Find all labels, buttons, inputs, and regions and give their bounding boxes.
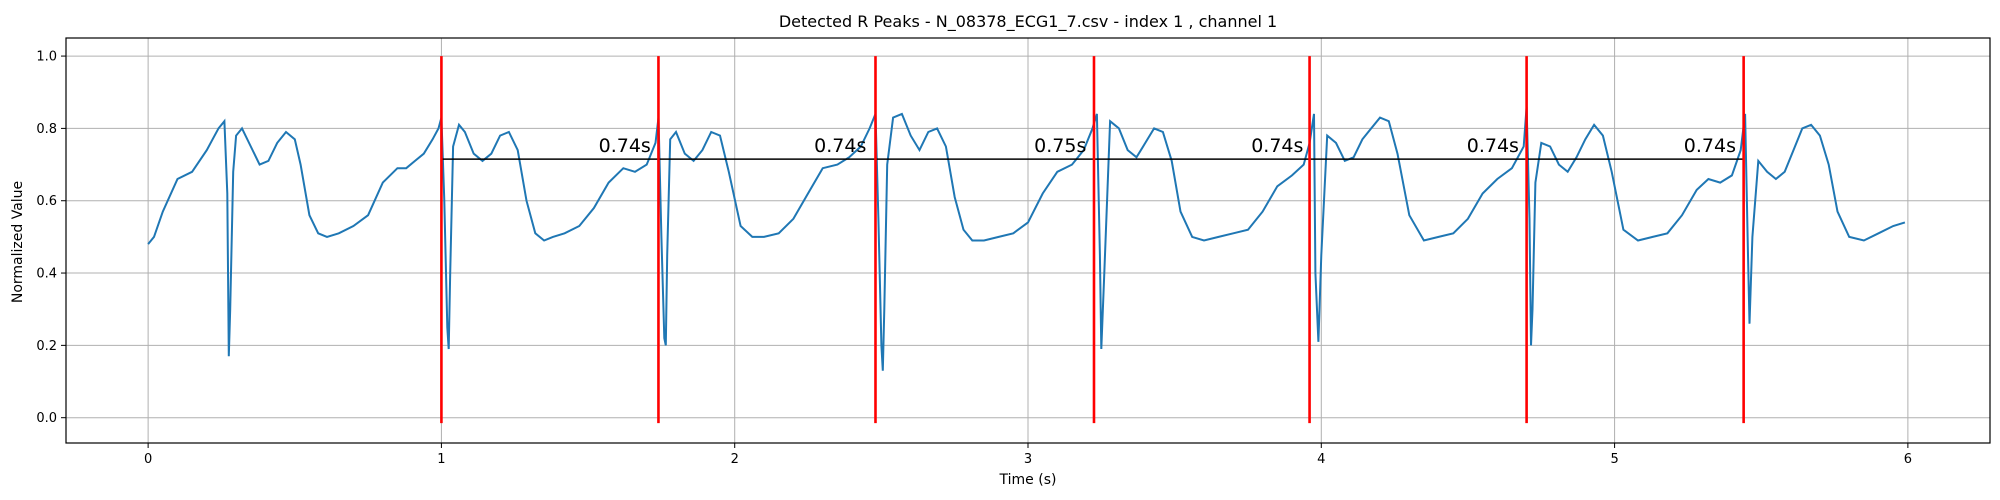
y-axis-label: Normalized Value [10,181,26,303]
r-peak-markers [440,56,1745,424]
x-tick-label: 0 [144,452,152,467]
chart-title: Detected R Peaks - N_08378_ECG1_7.csv - … [779,12,1277,32]
x-tick-label: 4 [1317,452,1325,467]
x-axis-label: Time (s) [999,472,1057,488]
rr-interval-label: 0.74s [814,135,866,157]
y-tick-label: 0.4 [36,267,57,282]
rr-interval-label: 0.74s [599,135,651,157]
y-tick-label: 0.0 [36,411,57,426]
grid [66,38,1990,443]
signal-layer [147,106,1906,371]
rr-interval-label: 0.74s [1467,135,1519,157]
y-tick-label: 0.2 [36,339,57,354]
x-tick-label: 2 [731,452,739,467]
ecg-signal-line [147,106,1906,371]
y-tick-label: 1.0 [36,50,57,65]
rr-interval-label: 0.75s [1034,135,1086,157]
y-tick-label: 0.8 [36,122,57,137]
y-tick-label: 0.6 [36,194,57,209]
rr-interval-label: 0.74s [1684,135,1736,157]
x-tick-label: 5 [1610,452,1618,467]
x-tick-label: 3 [1024,452,1032,467]
y-axis-ticks: 0.0 0.2 0.4 0.6 0.8 1.0 [36,50,66,426]
x-tick-label: 6 [1904,452,1912,467]
x-axis-ticks: 0 1 2 3 4 5 6 [144,443,1912,467]
rr-interval-label: 0.74s [1251,135,1303,157]
x-tick-label: 1 [437,452,445,467]
